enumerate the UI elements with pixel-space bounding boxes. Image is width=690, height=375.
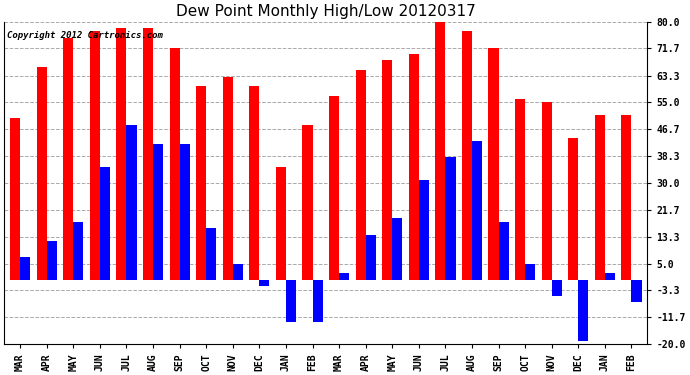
Bar bbox=[153, 144, 163, 280]
Bar bbox=[622, 115, 631, 280]
Bar bbox=[339, 273, 349, 280]
Bar bbox=[20, 257, 30, 280]
Text: Copyright 2012 Cartronics.com: Copyright 2012 Cartronics.com bbox=[8, 32, 164, 40]
Bar bbox=[313, 280, 323, 322]
Bar bbox=[569, 138, 578, 280]
Bar bbox=[249, 86, 259, 280]
Bar bbox=[366, 234, 376, 280]
Bar bbox=[552, 280, 562, 296]
Bar bbox=[286, 280, 296, 322]
Bar bbox=[37, 67, 47, 280]
Bar bbox=[10, 118, 20, 280]
Bar bbox=[329, 96, 339, 280]
Bar bbox=[170, 48, 179, 280]
Bar bbox=[126, 125, 137, 280]
Bar bbox=[206, 228, 216, 280]
Bar bbox=[435, 22, 446, 280]
Bar bbox=[196, 86, 206, 280]
Bar bbox=[117, 28, 126, 280]
Bar bbox=[100, 167, 110, 280]
Bar bbox=[462, 32, 472, 280]
Bar bbox=[408, 54, 419, 280]
Bar bbox=[223, 76, 233, 280]
Bar bbox=[276, 167, 286, 280]
Bar bbox=[472, 141, 482, 280]
Bar bbox=[382, 60, 392, 280]
Bar bbox=[179, 144, 190, 280]
Bar bbox=[63, 38, 73, 280]
Bar bbox=[578, 280, 589, 341]
Bar bbox=[595, 115, 605, 280]
Bar bbox=[302, 125, 313, 280]
Bar bbox=[47, 241, 57, 280]
Bar bbox=[446, 157, 455, 280]
Bar bbox=[355, 70, 366, 280]
Bar bbox=[631, 280, 642, 302]
Bar bbox=[605, 273, 615, 280]
Bar bbox=[489, 48, 499, 280]
Bar bbox=[515, 99, 525, 280]
Bar bbox=[259, 280, 270, 286]
Title: Dew Point Monthly High/Low 20120317: Dew Point Monthly High/Low 20120317 bbox=[176, 4, 475, 19]
Bar bbox=[499, 222, 509, 280]
Bar bbox=[542, 102, 552, 280]
Bar bbox=[233, 264, 243, 280]
Bar bbox=[143, 28, 153, 280]
Bar bbox=[392, 218, 402, 280]
Bar bbox=[525, 264, 535, 280]
Bar bbox=[90, 32, 100, 280]
Bar bbox=[419, 180, 429, 280]
Bar bbox=[73, 222, 83, 280]
